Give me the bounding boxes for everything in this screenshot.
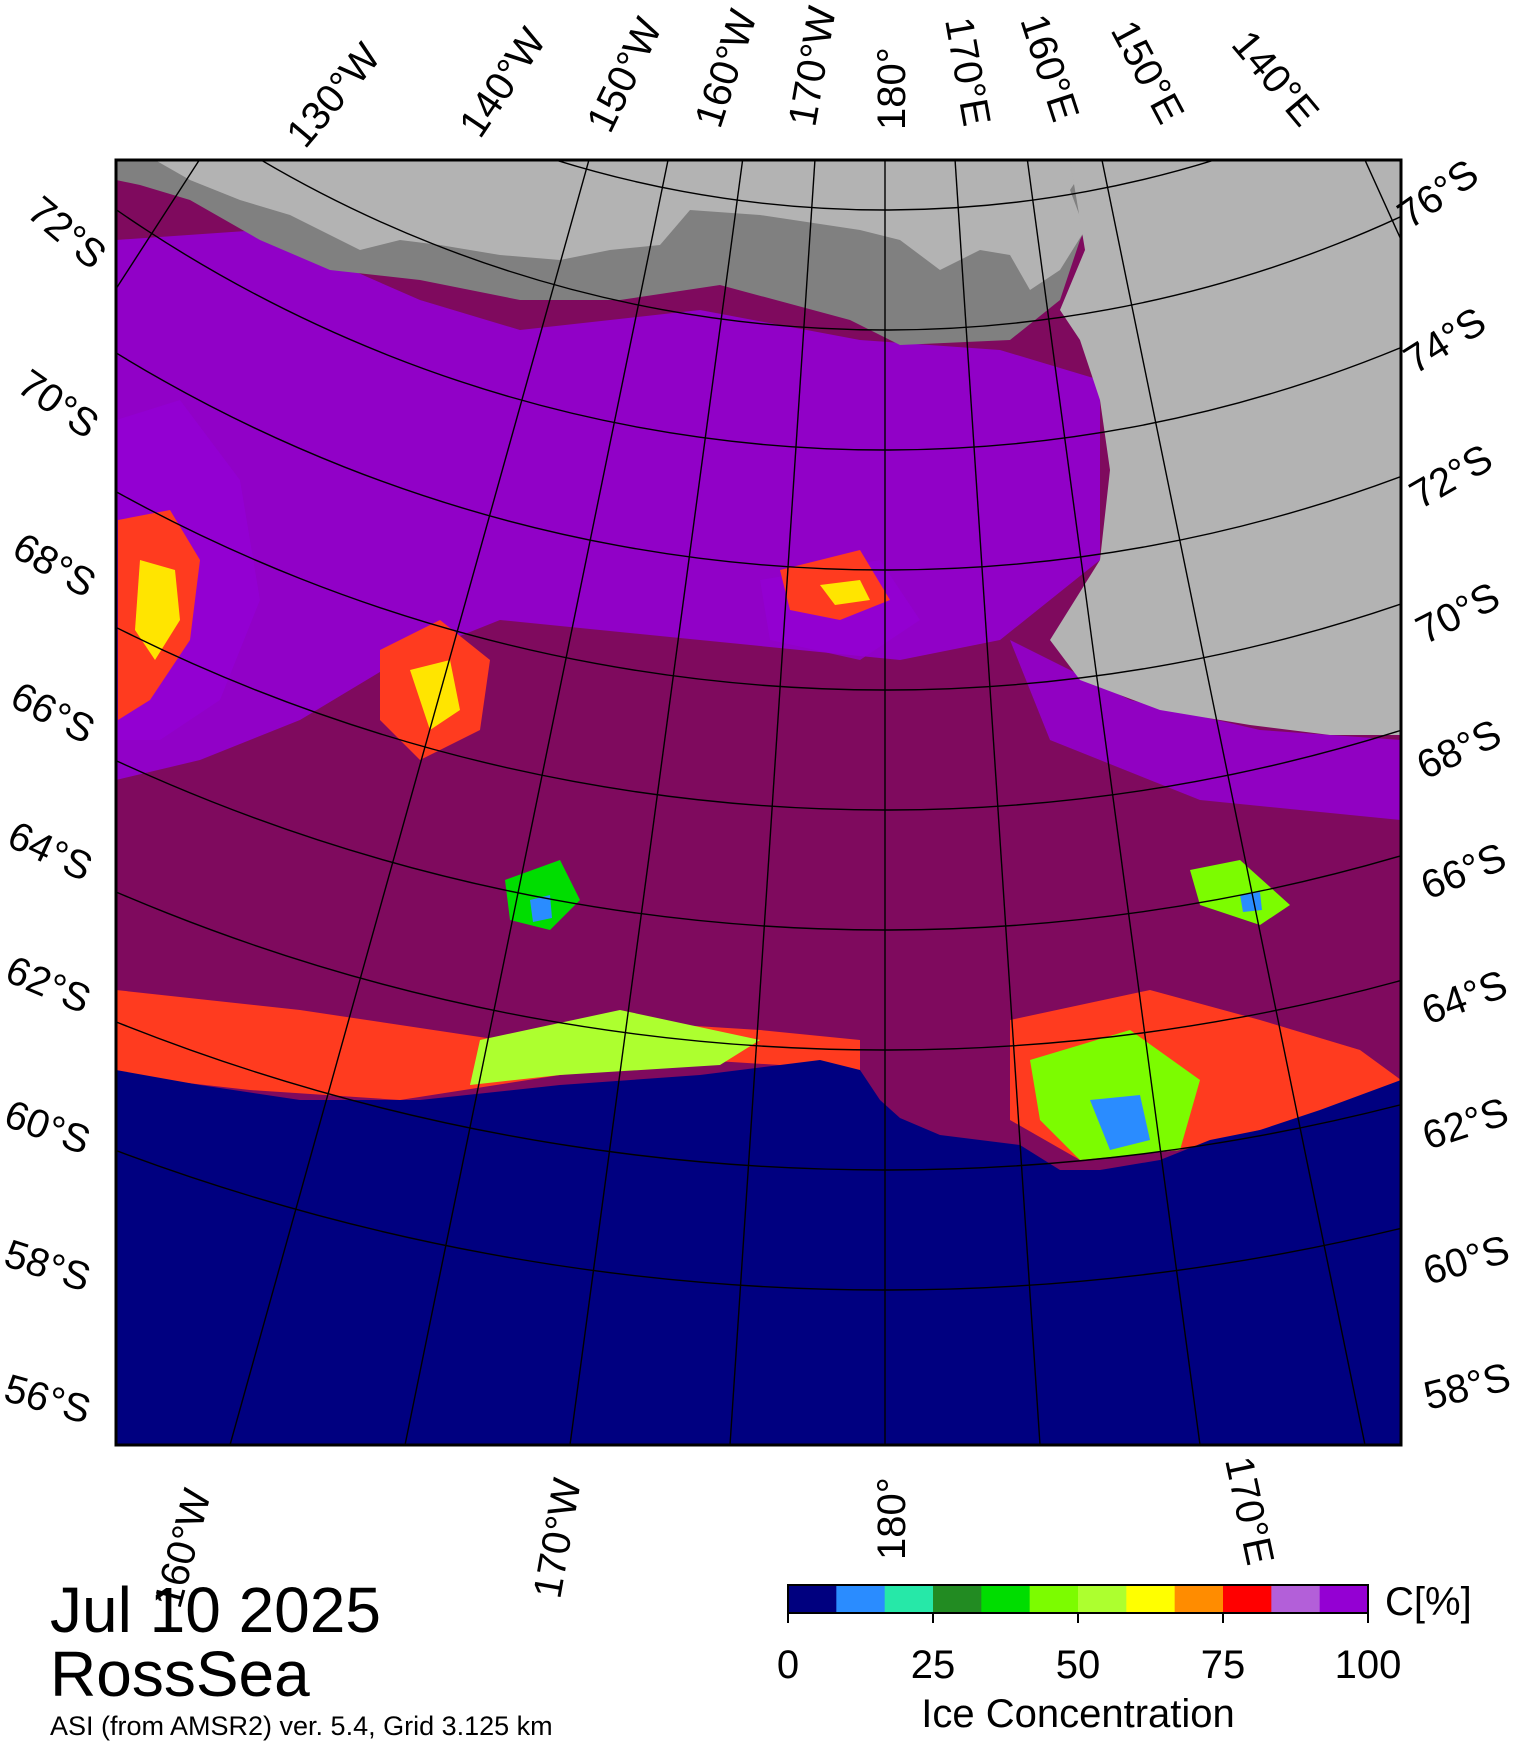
ice-patch-northcentral-yellow [410,660,460,730]
colorbar-bin [788,1585,837,1613]
colorbar-bin [1029,1585,1079,1613]
lat-label-left-56s: 56°S [0,1366,95,1432]
date-label: Jul 10 2025 [50,1574,381,1646]
colorbar [787,1584,1369,1623]
lat-label-right-62s: 62°S [1417,1090,1514,1159]
colorbar-bin [1126,1585,1176,1613]
colorbar-bin [933,1585,982,1613]
lat-label-left-64s: 64°S [1,813,99,890]
ice-patch-mid-green [505,860,580,930]
colorbar-bin [1078,1585,1127,1613]
lon-label-170e: 170°E [936,14,998,129]
region-label: RossSea [50,1638,310,1710]
colorbar-bin [1319,1585,1369,1613]
lon-label-bottom-170w: 170°W [526,1475,590,1602]
lon-label-bottom-180: 180° [870,1477,914,1560]
lat-label-left-58s: 58°S [0,1232,96,1301]
lon-label-160w: 160°W [687,4,766,132]
map-frame [114,158,1403,1447]
colorbar-bin [1223,1585,1272,1613]
colorbar-tick-0: 0 [777,1643,799,1687]
lat-label-right-68s: 68°S [1410,711,1508,788]
marginal-ice-zone-east-blue [1090,1095,1150,1150]
ice-patch-east-blue [1240,892,1262,912]
colorbar-tick-50: 50 [1056,1643,1101,1687]
marginal-ice-zone-west-yellow [470,1010,760,1085]
open-ocean [116,1060,1401,1445]
colorbar-tick-100: 100 [1335,1643,1402,1687]
ice-pack-moderate-east [1010,640,1401,820]
lon-labels-top: 130°W 140°W 150°W 160°W 170°W 180° 170°E… [278,3,1327,156]
lat-labels-left: 72°S 70°S 68°S 66°S 64°S 62°S 60°S 58°S … [0,188,114,1432]
lat-label-right-76s: 76°S [1390,151,1487,237]
ice-patch-center-yellow [820,580,870,605]
colorbar-bin [884,1585,934,1613]
colorbar-bin [836,1585,886,1613]
colorbar-title: Ice Concentration [921,1692,1235,1736]
colorbar-bin [1271,1585,1321,1613]
lat-label-right-72s: 72°S [1403,436,1500,518]
lon-label-160e: 160°E [1011,9,1087,127]
lat-label-right-60s: 60°S [1418,1227,1514,1293]
colorbar-tick-75: 75 [1201,1643,1246,1687]
lat-label-right-70s: 70°S [1409,574,1507,653]
lat-label-left-68s: 68°S [6,525,103,607]
lon-label-150w: 150°W [579,11,671,139]
lon-label-150e: 150°E [1102,14,1192,131]
lat-label-right-74s: 74°S [1396,299,1493,383]
lon-label-140w: 140°W [451,20,555,145]
lon-label-140e: 140°E [1223,23,1327,135]
lat-label-left-72s: 72°S [19,188,114,278]
colorbar-bin [981,1585,1031,1613]
ice-patch-mid-blue [530,895,552,922]
lat-label-left-70s: 70°S [10,361,107,447]
lon-label-170w: 170°W [781,3,845,130]
ice-patch-east-green [1190,860,1290,925]
lat-label-left-62s: 62°S [0,948,97,1023]
land [155,160,1090,290]
ice-patch-west-yellow [135,560,180,660]
colorbar-bin [1174,1585,1224,1613]
colorbar-tick-25: 25 [911,1643,956,1687]
lat-labels-right: 76°S 74°S 72°S 70°S 68°S 66°S 64°S 62°S … [1390,151,1515,1418]
map-panel [116,160,1401,1445]
source-label: ASI (from AMSR2) ver. 5.4, Grid 3.125 km [50,1711,553,1741]
graticule-longitude [116,160,1401,1445]
lat-label-left-66s: 66°S [4,674,102,753]
lat-label-right-58s: 58°S [1420,1355,1515,1419]
lon-label-bottom-170e: 170°E [1216,1453,1282,1569]
lon-label-130w: 130°W [278,35,389,156]
lat-label-left-60s: 60°S [0,1092,96,1163]
lon-label-180: 180° [870,47,914,130]
lat-label-right-66s: 66°S [1415,835,1512,908]
lat-label-right-64s: 64°S [1416,962,1513,1033]
colorbar-unit-label: C[%] [1385,1580,1472,1624]
